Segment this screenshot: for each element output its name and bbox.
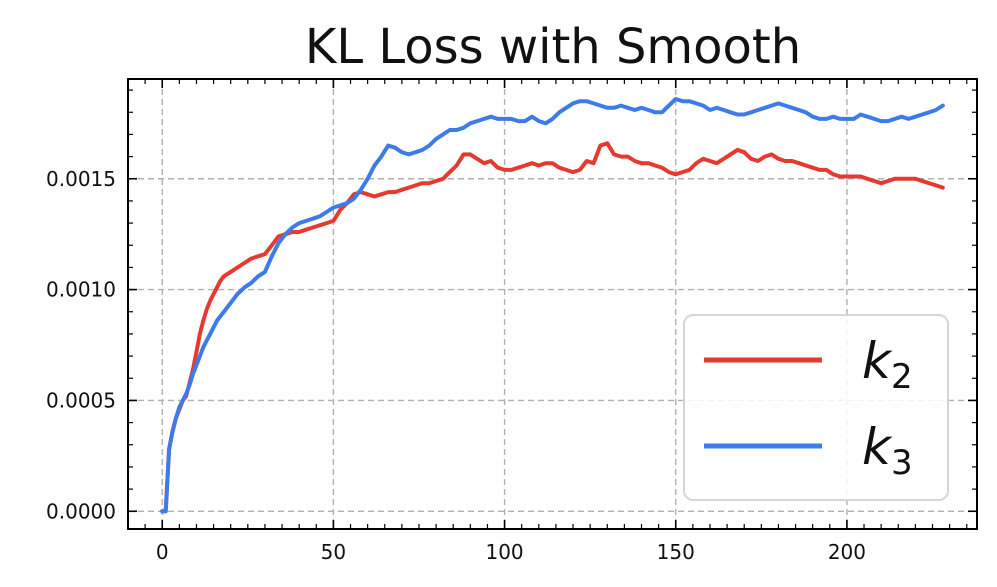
legend-subscript: 2 (891, 357, 913, 397)
y-tick-label: 0.0010 (46, 278, 116, 302)
x-tick-labels: 0 50 100 150 200 (156, 540, 866, 564)
series-lines (160, 97, 945, 514)
axis-ticks (127, 79, 977, 529)
x-tick-label: 0 (156, 540, 169, 564)
x-tick-label: 150 (657, 540, 695, 564)
legend: k2 k3 (683, 314, 949, 501)
legend-label-k3: k3 (862, 418, 913, 483)
series-line-k3 (160, 97, 945, 514)
chart-title: KL Loss with Smooth (305, 19, 801, 75)
y-tick-label: 0.0005 (46, 388, 116, 412)
x-tick-label: 50 (321, 540, 346, 564)
y-tick-label: 0.0015 (46, 167, 116, 191)
x-tick-label: 100 (485, 540, 523, 564)
series-line-k2 (160, 141, 945, 514)
y-tick-label: 0.0000 (46, 499, 116, 523)
y-tick-labels: 0.0000 0.0005 0.0010 0.0015 (46, 167, 116, 524)
grid (128, 79, 977, 529)
legend-label-k2: k2 (862, 332, 913, 397)
legend-subscript: 3 (891, 443, 913, 483)
x-tick-label: 200 (828, 540, 866, 564)
plot-frame (127, 78, 978, 530)
